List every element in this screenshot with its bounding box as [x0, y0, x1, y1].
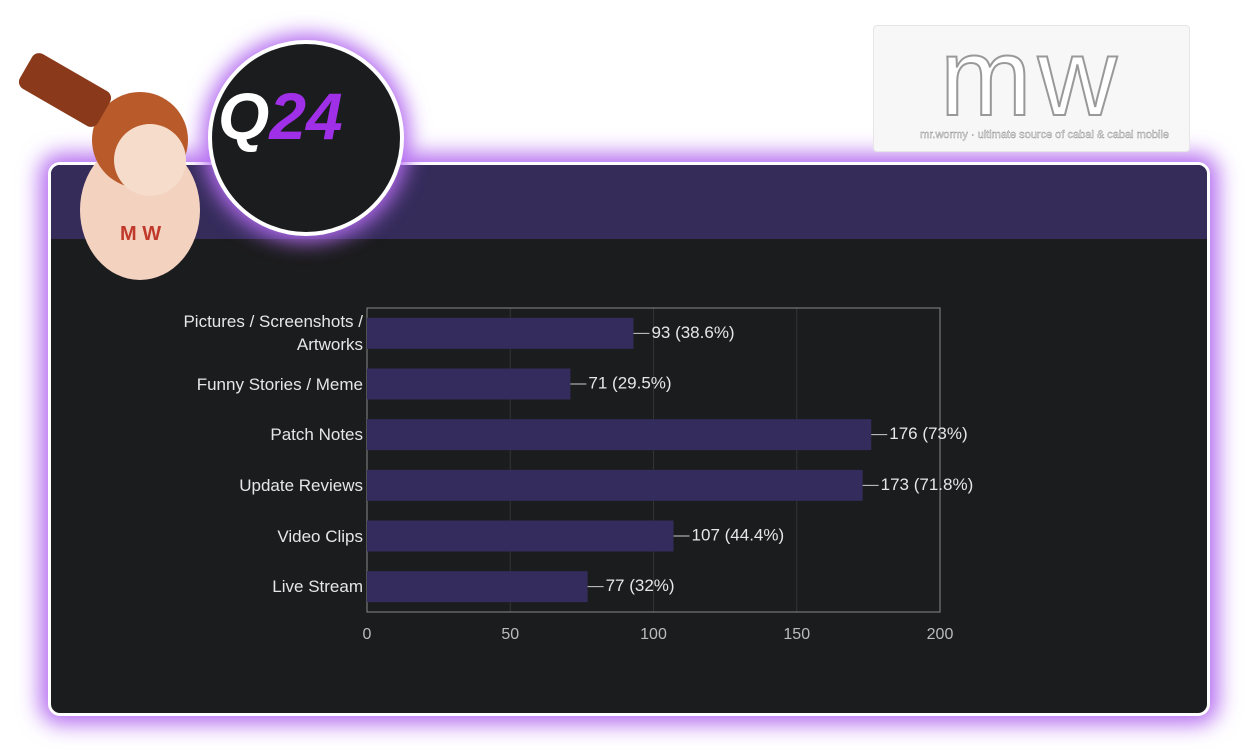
- value-label: 107 (44.4%): [692, 525, 785, 544]
- y-tick-label: Patch Notes: [270, 425, 363, 445]
- badge-text: Q24: [218, 78, 343, 154]
- mascot-face: [114, 124, 186, 196]
- bar: [367, 368, 571, 400]
- logo: mw mr.wormy · ultimate source of cabal &…: [873, 15, 1190, 152]
- y-tick-label: Live Stream: [272, 577, 363, 597]
- value-label: 173 (71.8%): [881, 475, 974, 494]
- x-tick-label: 200: [927, 626, 954, 643]
- x-tick-label: 100: [640, 626, 667, 643]
- y-tick-label: Pictures / Screenshots / Artworks: [183, 312, 363, 355]
- logo-tagline: mr.wormy · ultimate source of cabal & ca…: [920, 129, 1169, 141]
- value-label: 93 (38.6%): [651, 323, 734, 342]
- y-tick-label: Video Clips: [277, 526, 363, 546]
- badge-number: 24: [269, 79, 343, 153]
- logo-main: mw: [939, 15, 1124, 140]
- x-tick-label: 50: [501, 626, 519, 643]
- badge: [208, 40, 404, 236]
- x-tick-label: 0: [363, 626, 372, 643]
- x-tick-label: 150: [783, 626, 810, 643]
- mascot-letters: M W: [120, 223, 161, 245]
- badge-letter: Q: [218, 79, 270, 153]
- bar: [367, 317, 634, 349]
- value-label: 176 (73%): [889, 424, 967, 443]
- bar: [367, 469, 863, 501]
- value-label: 77 (32%): [606, 576, 675, 595]
- bar: [367, 520, 674, 552]
- mascot: M W: [18, 53, 200, 280]
- plot-frame: [366, 307, 941, 613]
- y-tick-label: Update Reviews: [239, 475, 363, 495]
- mascot-hammer: [18, 53, 112, 127]
- y-tick-label: Funny Stories / Meme: [196, 374, 363, 394]
- bar: [367, 571, 588, 603]
- bar: [367, 419, 872, 451]
- value-label: 71 (29.5%): [588, 373, 671, 392]
